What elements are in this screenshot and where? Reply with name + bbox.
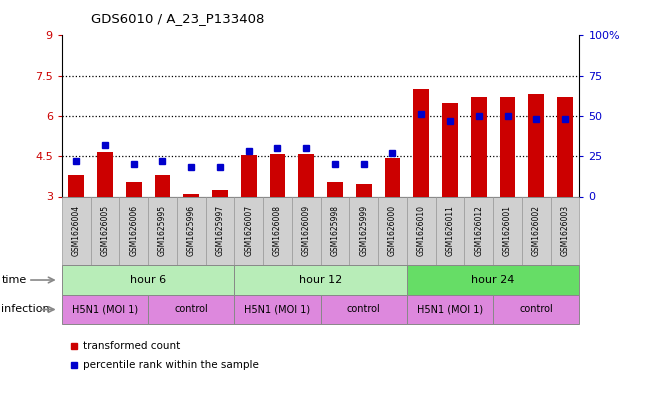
- Text: GDS6010 / A_23_P133408: GDS6010 / A_23_P133408: [91, 12, 264, 25]
- Text: transformed count: transformed count: [83, 341, 180, 351]
- Bar: [413, 89, 429, 196]
- Text: control: control: [347, 305, 381, 314]
- Text: GSM1626004: GSM1626004: [72, 205, 81, 257]
- Text: GSM1626010: GSM1626010: [417, 206, 426, 256]
- Bar: [154, 175, 171, 196]
- Text: control: control: [174, 305, 208, 314]
- Bar: [499, 97, 516, 196]
- Bar: [241, 155, 256, 196]
- Text: GSM1625999: GSM1625999: [359, 205, 368, 257]
- Text: H5N1 (MOI 1): H5N1 (MOI 1): [72, 305, 138, 314]
- Text: percentile rank within the sample: percentile rank within the sample: [83, 360, 258, 371]
- Bar: [126, 182, 142, 196]
- Text: control: control: [519, 305, 553, 314]
- Text: H5N1 (MOI 1): H5N1 (MOI 1): [244, 305, 311, 314]
- Text: H5N1 (MOI 1): H5N1 (MOI 1): [417, 305, 483, 314]
- Text: GSM1626006: GSM1626006: [130, 205, 138, 257]
- Bar: [356, 184, 372, 196]
- Bar: [68, 175, 84, 196]
- Bar: [327, 182, 343, 196]
- Text: GSM1626009: GSM1626009: [302, 205, 311, 257]
- Text: GSM1625997: GSM1625997: [215, 205, 225, 257]
- Text: GSM1626001: GSM1626001: [503, 206, 512, 256]
- Bar: [442, 103, 458, 196]
- Bar: [270, 154, 285, 196]
- Bar: [184, 194, 199, 196]
- Bar: [557, 97, 573, 196]
- Bar: [385, 158, 400, 196]
- Bar: [529, 94, 544, 196]
- Text: hour 6: hour 6: [130, 275, 166, 285]
- Bar: [97, 152, 113, 196]
- Text: GSM1626011: GSM1626011: [445, 206, 454, 256]
- Text: GSM1626012: GSM1626012: [475, 206, 483, 256]
- Bar: [212, 190, 228, 196]
- Text: GSM1625995: GSM1625995: [158, 205, 167, 257]
- Bar: [298, 154, 314, 196]
- Text: GSM1626002: GSM1626002: [532, 206, 541, 256]
- Text: infection: infection: [1, 305, 50, 314]
- Text: hour 12: hour 12: [299, 275, 342, 285]
- Bar: [471, 97, 487, 196]
- Text: hour 24: hour 24: [471, 275, 515, 285]
- Text: GSM1626008: GSM1626008: [273, 206, 282, 256]
- Text: GSM1626000: GSM1626000: [388, 205, 397, 257]
- Text: time: time: [1, 275, 27, 285]
- Text: GSM1626007: GSM1626007: [244, 205, 253, 257]
- Text: GSM1625998: GSM1625998: [331, 206, 339, 256]
- Text: GSM1626005: GSM1626005: [100, 205, 109, 257]
- Text: GSM1625996: GSM1625996: [187, 205, 196, 257]
- Text: GSM1626003: GSM1626003: [561, 205, 570, 257]
